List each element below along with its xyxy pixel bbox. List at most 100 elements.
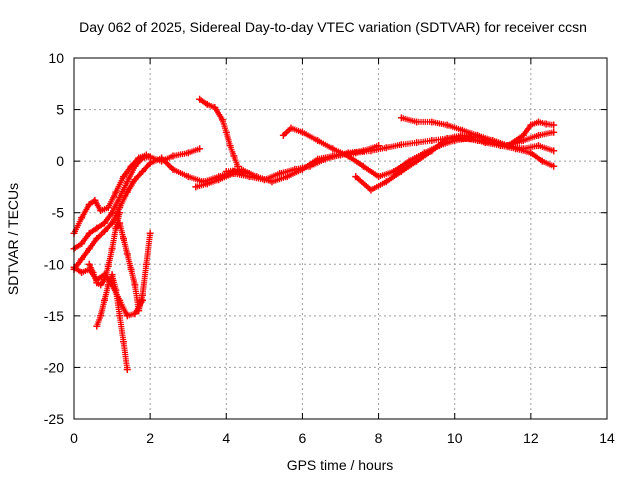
data-point bbox=[123, 365, 131, 373]
data-point bbox=[215, 176, 223, 184]
data-point bbox=[108, 219, 116, 227]
x-tick-label: 4 bbox=[222, 430, 230, 446]
data-point bbox=[78, 240, 86, 248]
data-point bbox=[390, 167, 398, 175]
data-point bbox=[382, 178, 390, 186]
data-point bbox=[85, 245, 93, 253]
data-point bbox=[184, 173, 192, 181]
data-point bbox=[85, 260, 93, 268]
data-point bbox=[428, 137, 436, 145]
x-tick-label: 10 bbox=[447, 430, 463, 446]
data-point bbox=[119, 235, 127, 242]
data-point bbox=[104, 262, 112, 270]
data-point bbox=[203, 180, 211, 188]
y-tick-label: -10 bbox=[44, 256, 64, 272]
data-point bbox=[218, 116, 226, 124]
data-point bbox=[534, 142, 542, 150]
data-point bbox=[550, 121, 558, 129]
data-point bbox=[519, 145, 527, 153]
data-point bbox=[104, 281, 112, 289]
data-point bbox=[196, 95, 204, 103]
data-point bbox=[97, 312, 105, 320]
data-point bbox=[489, 137, 497, 145]
y-tick-label: -15 bbox=[44, 308, 64, 324]
data-point bbox=[123, 250, 131, 258]
data-point bbox=[97, 207, 105, 215]
data-point bbox=[116, 219, 124, 227]
x-tick-label: 6 bbox=[299, 430, 307, 446]
x-axis-label: GPS time / hours bbox=[287, 457, 394, 473]
data-point bbox=[146, 153, 154, 161]
y-tick-label: 5 bbox=[56, 102, 64, 118]
data-point bbox=[314, 137, 322, 145]
series-arc-7 bbox=[112, 219, 154, 315]
series-arc-13 bbox=[222, 142, 383, 186]
data-point bbox=[550, 128, 558, 136]
data-point bbox=[504, 142, 512, 150]
data-point bbox=[329, 145, 337, 153]
data-point bbox=[104, 204, 112, 212]
data-point bbox=[222, 167, 230, 175]
data-point bbox=[268, 178, 276, 186]
data-point bbox=[443, 121, 451, 129]
data-point bbox=[253, 173, 261, 181]
data-point bbox=[397, 167, 405, 175]
data-point bbox=[192, 183, 200, 191]
y-tick-label: -25 bbox=[44, 411, 64, 427]
data-point bbox=[550, 147, 558, 155]
data-point bbox=[458, 131, 466, 139]
data-point bbox=[375, 142, 383, 150]
data-point bbox=[428, 147, 436, 155]
data-point bbox=[196, 145, 204, 153]
series-arc-8 bbox=[196, 95, 242, 170]
data-point bbox=[127, 265, 135, 273]
data-point bbox=[279, 131, 287, 139]
data-point bbox=[382, 144, 390, 152]
data-point bbox=[344, 149, 352, 157]
data-point bbox=[116, 209, 124, 217]
data-point bbox=[78, 214, 86, 222]
x-tick-label: 0 bbox=[70, 430, 78, 446]
data-point bbox=[139, 167, 147, 175]
chart-title: Day 062 of 2025, Sidereal Day-to-day VTE… bbox=[79, 19, 587, 35]
data-point bbox=[298, 128, 306, 136]
x-tick-label: 12 bbox=[523, 430, 539, 446]
data-point bbox=[203, 100, 211, 108]
data-point bbox=[100, 276, 108, 284]
grid-layer bbox=[74, 58, 607, 419]
y-axis-label: SDTVAR / TECUs bbox=[5, 183, 21, 295]
data-point bbox=[211, 104, 219, 112]
data-point bbox=[97, 281, 105, 289]
data-point bbox=[287, 124, 295, 132]
data-point bbox=[131, 176, 139, 184]
data-point bbox=[413, 118, 421, 126]
x-tick-label: 8 bbox=[375, 430, 383, 446]
data-point bbox=[527, 149, 535, 157]
series-arc-12 bbox=[352, 131, 558, 194]
data-point bbox=[226, 142, 234, 150]
data-point bbox=[146, 229, 154, 237]
data-point bbox=[534, 118, 542, 126]
data-point bbox=[131, 310, 139, 318]
data-point bbox=[367, 186, 375, 194]
data-point bbox=[359, 162, 367, 170]
data-point bbox=[146, 159, 154, 167]
data-point bbox=[116, 312, 124, 320]
data-point bbox=[329, 152, 337, 160]
data-point bbox=[116, 193, 124, 201]
data-point bbox=[93, 279, 101, 287]
plot-frame bbox=[73, 57, 608, 420]
data-point bbox=[123, 312, 131, 320]
data-point bbox=[534, 131, 542, 139]
data-point bbox=[100, 219, 108, 227]
x-tick-label: 14 bbox=[599, 430, 615, 446]
data-point bbox=[142, 260, 150, 268]
data-point bbox=[359, 147, 367, 155]
y-tick-label: 0 bbox=[56, 153, 64, 169]
data-point bbox=[158, 154, 166, 162]
data-point bbox=[413, 157, 421, 165]
data-point bbox=[108, 271, 116, 279]
data-point bbox=[112, 286, 120, 294]
data-point bbox=[397, 114, 405, 122]
